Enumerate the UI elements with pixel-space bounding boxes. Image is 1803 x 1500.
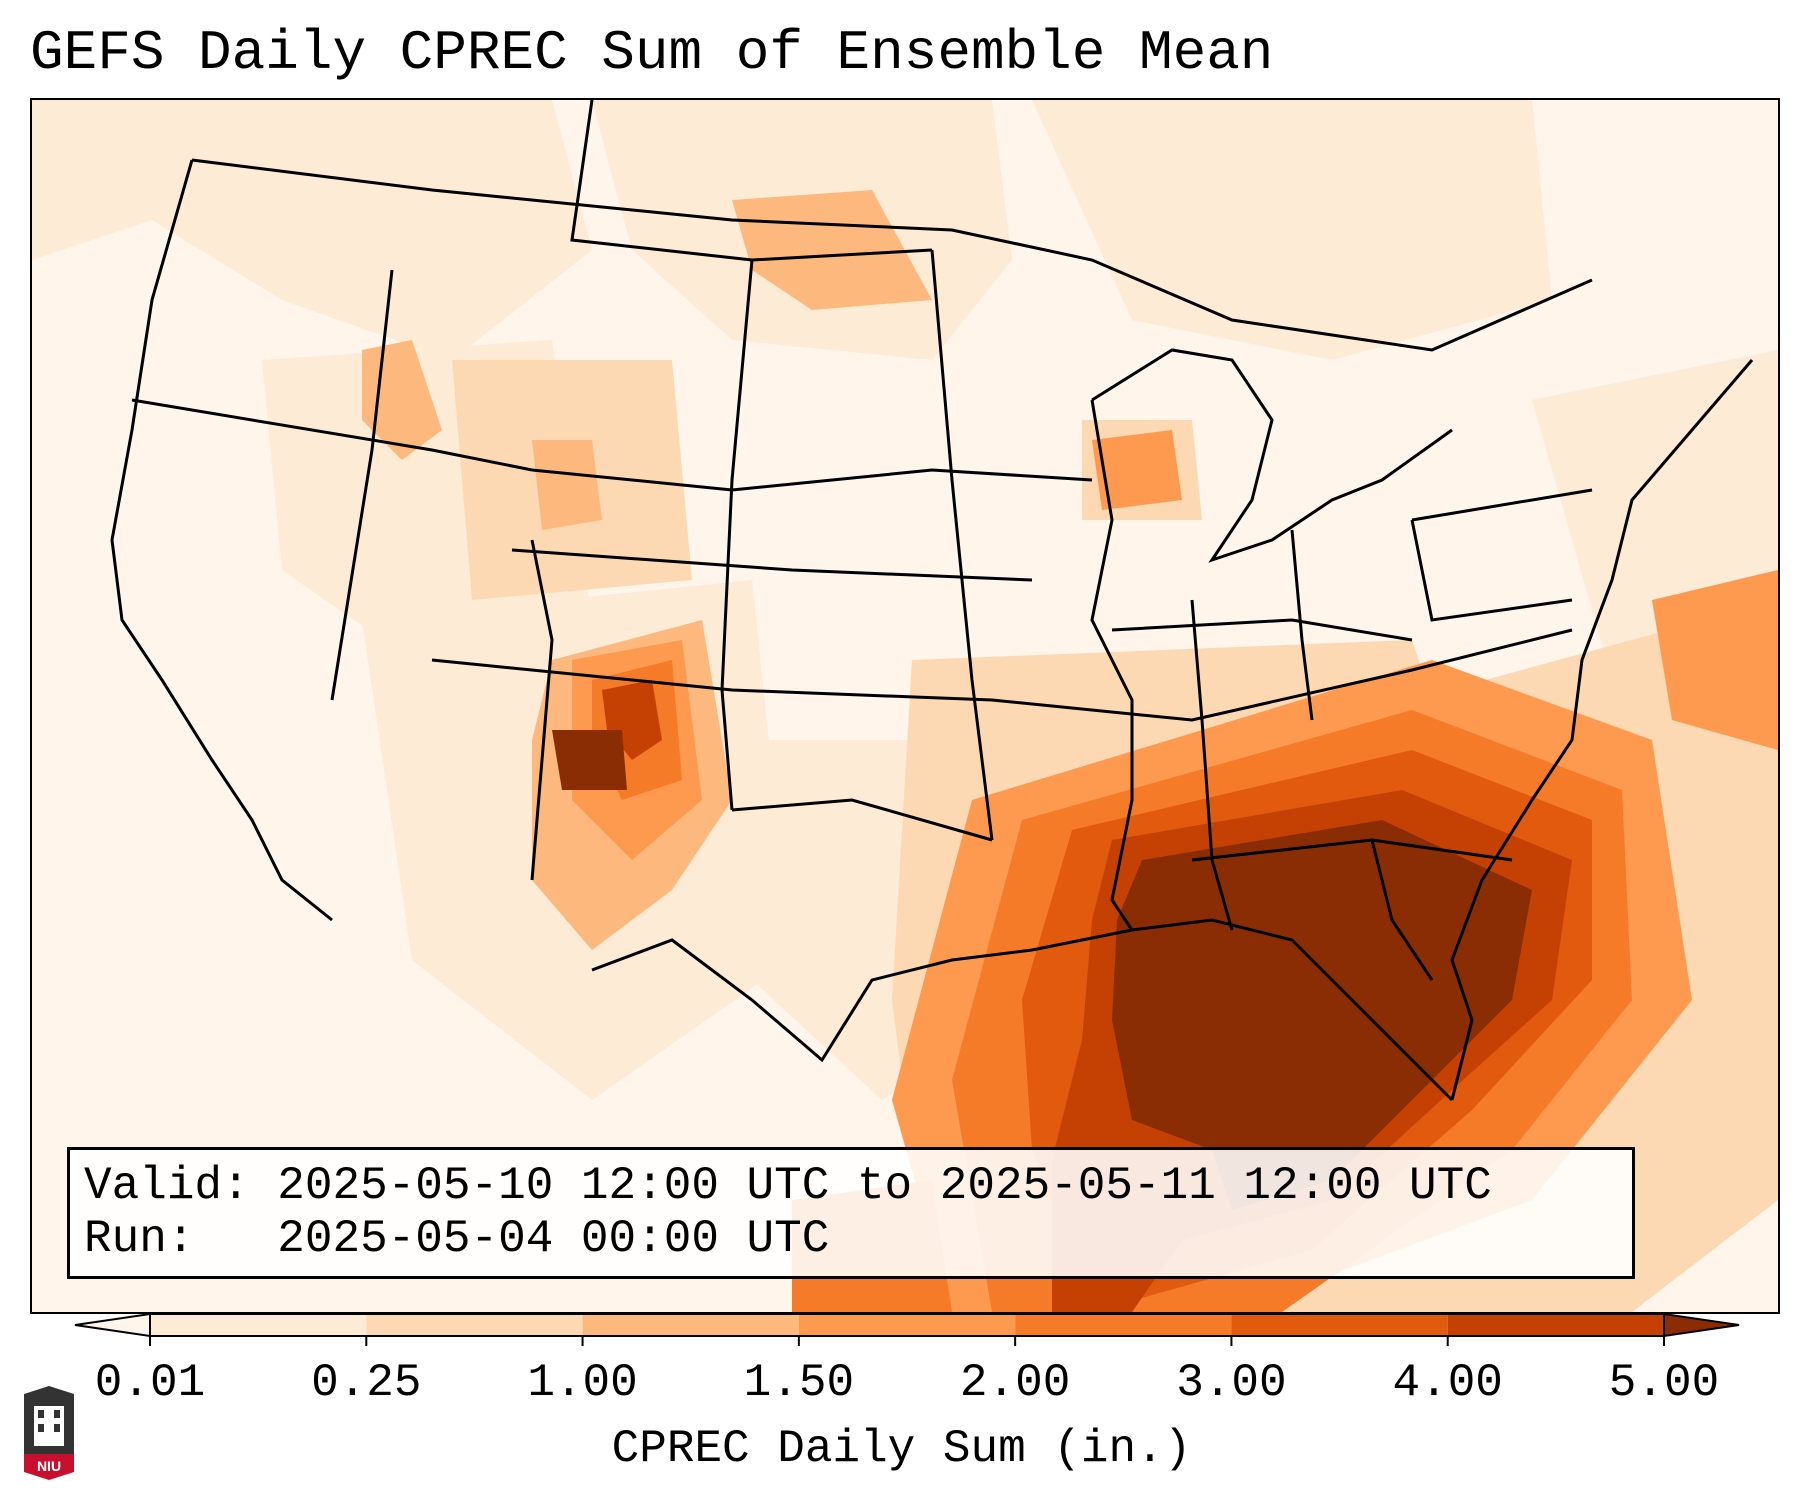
colorbar-tick-label: 4.00 (1392, 1357, 1503, 1409)
colorbar-tick-label: 3.00 (1176, 1357, 1287, 1409)
state-line-7 (930, 249, 994, 841)
state-line-1 (131, 398, 533, 472)
colorbar-tick-label: 1.00 (527, 1357, 638, 1409)
colorbar-tick-label: 5.00 (1608, 1357, 1720, 1409)
logo-text: NIU (37, 1458, 61, 1474)
colorbar-segment (150, 1314, 367, 1336)
state-line-2 (330, 269, 394, 701)
state-line-9 (530, 539, 554, 881)
colorbar-over-extend (1663, 1312, 1740, 1338)
great-lakes (1091, 348, 1453, 563)
boundaries (110, 100, 1754, 1102)
colorbar-label: CPREC Daily Sum (in.) (611, 1423, 1192, 1475)
mississippi (1090, 399, 1134, 931)
colorbar-segment (366, 1314, 583, 1336)
valid-label: Valid: (84, 1160, 250, 1212)
colorbar-segment (1447, 1314, 1664, 1336)
map-title: GEFS Daily CPREC Sum of Ensemble Mean (30, 21, 1274, 85)
colorbar-under-extend (74, 1312, 151, 1338)
state-line-14 (1411, 488, 1593, 522)
colorbar-tick-label: 0.01 (94, 1357, 206, 1409)
state-line-8 (431, 628, 1573, 722)
run-value: 2025-05-04 00:00 UTC (277, 1213, 830, 1265)
state-line-5 (570, 100, 933, 262)
logo-badge (24, 1454, 74, 1480)
us-west-coast (110, 159, 333, 922)
colorbar-tick-label: 2.00 (959, 1357, 1071, 1409)
state-line-3 (531, 468, 1093, 492)
state-line-16 (1111, 618, 1413, 642)
map-canvas (32, 100, 1778, 1312)
east-coast (1450, 359, 1754, 1101)
colorbar-segment (1015, 1314, 1232, 1336)
valid-value: 2025-05-10 12:00 UTC to 2025-05-11 12:00… (277, 1160, 1492, 1212)
colorbar-tick-label: 1.50 (743, 1357, 855, 1409)
canada-border (191, 158, 1593, 352)
colorbar-tick-label: 0.25 (311, 1357, 422, 1409)
state-line-12 (1370, 839, 1434, 981)
colorbar-segment (582, 1314, 799, 1336)
state-line-6 (720, 259, 754, 811)
precipitation-map (30, 98, 1780, 1314)
colorbar (74, 1312, 1740, 1346)
colorbar-segment (798, 1314, 1016, 1336)
colorbar-segment (1231, 1314, 1448, 1336)
state-line-15 (1410, 519, 1573, 622)
colorbar-outline (149, 1313, 1665, 1337)
gulf-coast (591, 918, 1454, 1102)
run-info-box: Valid: 2025-05-10 12:00 UTC to 2025-05-1… (67, 1147, 1635, 1279)
state-line-10 (1190, 599, 1234, 931)
state-line-17 (731, 798, 993, 842)
run-label: Run: (84, 1213, 195, 1265)
state-line-4 (511, 548, 1033, 582)
state-line-13 (1290, 529, 1314, 721)
niu-logo: NIU (24, 1386, 74, 1480)
